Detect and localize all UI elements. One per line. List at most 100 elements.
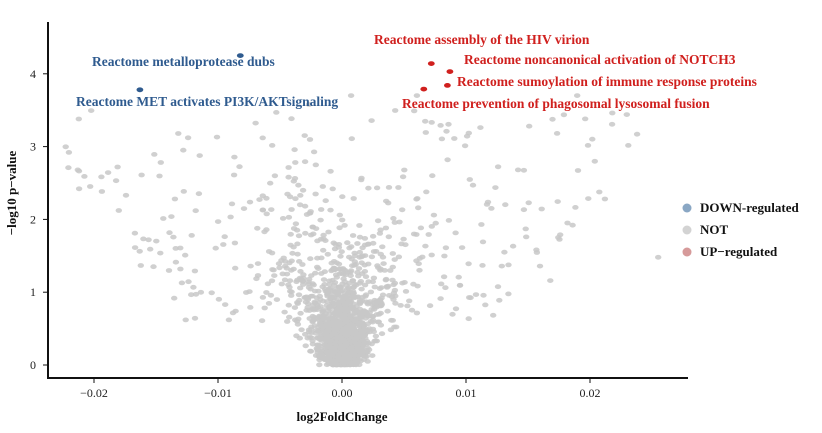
- up-regulated-point: [446, 69, 454, 74]
- not-point: [451, 136, 458, 141]
- not-point: [115, 208, 123, 213]
- not-point: [267, 180, 274, 186]
- not-point: [285, 214, 293, 220]
- not-point: [327, 207, 334, 213]
- not-point: [192, 291, 200, 297]
- legend-label-down: DOWN-regulated: [700, 200, 799, 215]
- not-point: [520, 207, 528, 213]
- not-point: [98, 189, 106, 194]
- not-point: [196, 153, 203, 159]
- not-point: [306, 276, 313, 282]
- not-point: [319, 184, 326, 189]
- not-point: [81, 174, 88, 179]
- not-point: [466, 295, 473, 300]
- not-point: [501, 249, 508, 255]
- not-point: [336, 308, 343, 313]
- not-point: [415, 261, 422, 267]
- not-point: [295, 182, 302, 188]
- not-point: [395, 185, 402, 190]
- y-tick-label: 4: [30, 67, 36, 81]
- not-point: [367, 289, 375, 295]
- not-point: [560, 112, 568, 118]
- not-point: [574, 93, 581, 98]
- not-point: [349, 263, 356, 269]
- not-point: [297, 285, 304, 291]
- not-point: [270, 267, 277, 273]
- not-point: [385, 234, 392, 240]
- not-point: [365, 279, 372, 284]
- annotations: Reactome metalloprotease dubs Reactome M…: [76, 32, 757, 111]
- not-point: [190, 284, 197, 290]
- not-point: [317, 217, 324, 223]
- not-point: [379, 244, 386, 250]
- not-point: [419, 254, 426, 260]
- not-point: [333, 260, 340, 266]
- not-point: [350, 196, 357, 201]
- not-point: [302, 343, 309, 349]
- not-point: [165, 268, 173, 273]
- not-point: [65, 165, 72, 171]
- not-point: [297, 277, 305, 283]
- not-point: [230, 172, 238, 178]
- not-point: [177, 245, 184, 251]
- not-point: [369, 353, 376, 358]
- not-point: [326, 282, 333, 287]
- not-point: [466, 177, 473, 182]
- not-point: [191, 268, 199, 274]
- not-point: [368, 254, 376, 260]
- x-ticks: −0.02 −0.01 0.00 0.01 0.02: [80, 378, 601, 400]
- y-tick-label: 2: [30, 212, 36, 226]
- not-point: [400, 236, 407, 242]
- not-point: [339, 281, 346, 287]
- not-point: [356, 234, 364, 240]
- not-point: [402, 289, 410, 294]
- not-point: [287, 231, 294, 237]
- not-point: [290, 266, 297, 272]
- not-point: [523, 234, 530, 240]
- not-point: [319, 314, 327, 319]
- not-point: [359, 314, 366, 320]
- not-point: [525, 200, 532, 206]
- not-point: [188, 233, 195, 238]
- not-point: [339, 194, 346, 200]
- not-point: [428, 224, 435, 229]
- not-point: [369, 326, 377, 332]
- not-point: [278, 281, 285, 287]
- not-point: [303, 307, 310, 313]
- not-point: [271, 173, 279, 179]
- not-point: [334, 324, 341, 329]
- not-point: [273, 110, 280, 115]
- not-point: [344, 299, 352, 305]
- not-point: [288, 116, 295, 122]
- legend-swatch-not: [682, 225, 692, 235]
- not-point: [494, 284, 502, 290]
- not-point: [572, 205, 579, 210]
- not-point: [390, 297, 397, 302]
- not-point: [269, 143, 276, 148]
- not-point: [332, 272, 340, 278]
- not-point: [267, 292, 275, 298]
- not-point: [294, 301, 301, 306]
- x-tick-label: 0.02: [580, 386, 601, 400]
- not-point: [345, 285, 352, 291]
- legend-label-up: UP−regulated: [700, 244, 778, 259]
- up-regulated-point: [444, 83, 451, 88]
- not-point: [411, 108, 418, 114]
- not-point: [104, 170, 112, 176]
- not-point: [301, 159, 309, 165]
- not-point: [170, 234, 177, 240]
- not-point: [212, 245, 219, 251]
- not-point: [322, 198, 329, 204]
- not-point: [290, 226, 298, 231]
- not-point: [180, 189, 187, 194]
- not-point: [410, 231, 418, 237]
- x-tick-label: −0.02: [80, 386, 108, 400]
- not-point: [399, 174, 407, 180]
- not-point: [589, 136, 596, 142]
- not-point: [328, 260, 335, 266]
- not-point: [304, 301, 312, 307]
- not-point: [231, 240, 239, 246]
- not-point: [585, 196, 592, 202]
- not-point: [308, 330, 315, 336]
- not-point: [522, 226, 529, 232]
